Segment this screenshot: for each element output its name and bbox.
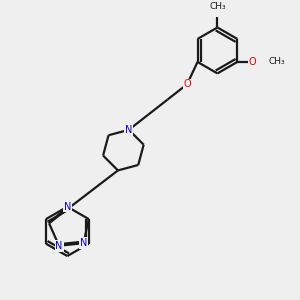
- Text: N: N: [80, 238, 87, 248]
- Text: CH₃: CH₃: [209, 2, 226, 11]
- Text: N: N: [56, 241, 63, 251]
- Text: N: N: [125, 125, 133, 135]
- Text: O: O: [183, 79, 191, 89]
- Text: O: O: [249, 57, 256, 67]
- Text: N: N: [64, 202, 71, 212]
- Text: CH₃: CH₃: [269, 57, 286, 66]
